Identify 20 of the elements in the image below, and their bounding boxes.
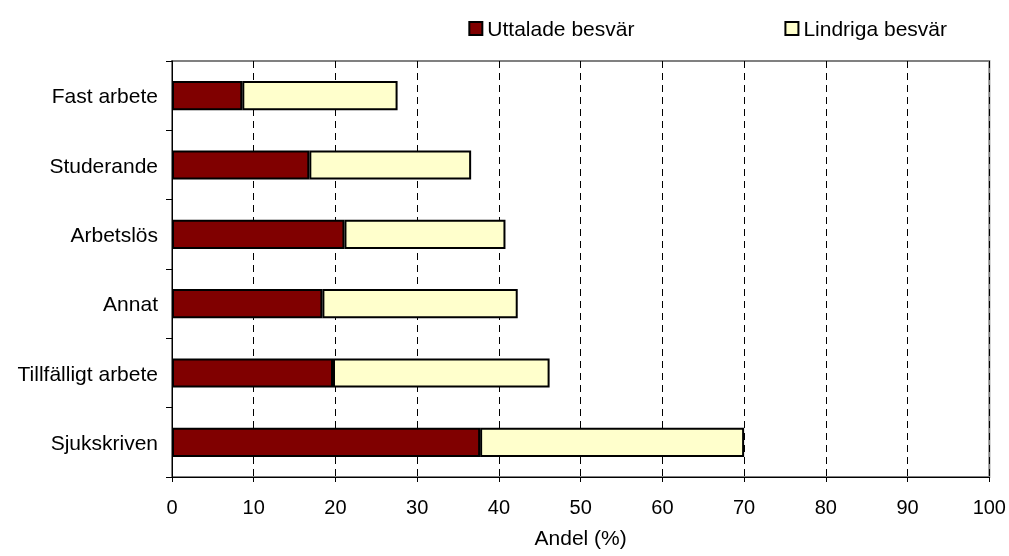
y-tick-label: Annat <box>103 292 159 316</box>
x-tick-label: 10 <box>242 496 265 518</box>
y-tick-label: Fast arbete <box>51 84 158 108</box>
x-tick-label: 0 <box>166 496 178 518</box>
x-tick-label: 20 <box>324 496 347 518</box>
x-tick-label: 90 <box>896 496 919 518</box>
x-tick-label: 60 <box>651 496 674 518</box>
legend-label: Uttalade besvär <box>487 17 635 40</box>
y-tick-label: Studerande <box>49 153 158 177</box>
legend-label: Lindriga besvär <box>803 17 948 40</box>
x-tick-label: 100 <box>972 496 1006 518</box>
y-tick-label: Sjukskriven <box>50 430 158 454</box>
y-tick-label: Tillfälligt arbete <box>17 361 158 385</box>
x-tick-label: 70 <box>733 496 756 518</box>
y-tick-label: Arbetslös <box>70 222 158 246</box>
x-tick-label: 40 <box>487 496 511 518</box>
x-tick-label: 30 <box>406 496 429 518</box>
x-tick-label: 50 <box>569 496 592 518</box>
x-axis-title: Andel (%) <box>534 526 627 549</box>
x-tick-label: 80 <box>814 496 837 518</box>
